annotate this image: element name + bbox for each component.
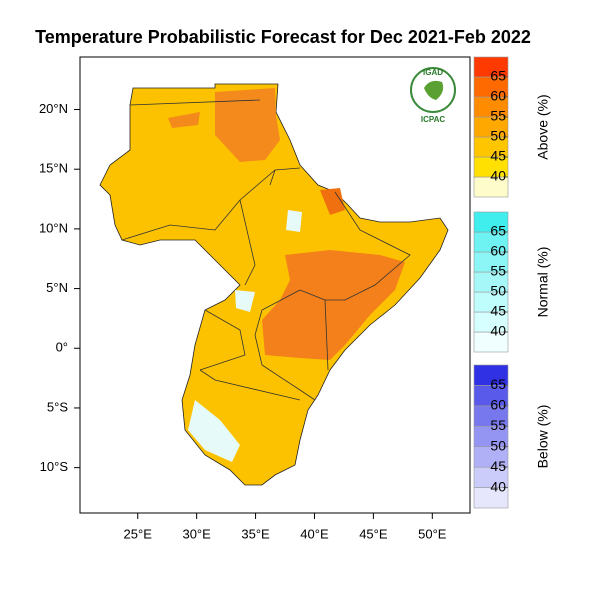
title: Temperature Probabilistic Forecast for D…	[35, 27, 531, 47]
legend-title: Below (%)	[535, 405, 551, 469]
warm-patch	[215, 88, 280, 162]
legend-tick-label: 65	[490, 68, 506, 84]
legend-tick-label: 45	[490, 148, 506, 164]
y-tick-label: 15°N	[39, 161, 68, 176]
y-tick-label: 10°N	[39, 220, 68, 235]
legend-tick-label: 60	[490, 88, 506, 104]
map-region	[99, 83, 449, 486]
logo-africa	[424, 80, 444, 100]
legend-tick-label: 45	[490, 303, 506, 319]
legend-tick-label: 50	[490, 437, 506, 453]
legend-tick-label: 55	[490, 108, 506, 124]
legend-title: Above (%)	[535, 94, 551, 159]
legend-tick-label: 50	[490, 283, 506, 299]
legend-swatch	[473, 211, 509, 233]
x-tick-label: 50°E	[418, 526, 447, 541]
logo-text: IGAD	[423, 68, 443, 77]
logo-text: ICPAC	[421, 115, 446, 124]
border	[121, 99, 411, 401]
x-tick-label: 40°E	[300, 526, 329, 541]
legend-tick-label: 55	[490, 417, 506, 433]
legend-title: Normal (%)	[535, 247, 551, 318]
y-tick-label: 5°N	[46, 280, 68, 295]
legend-tick-label: 50	[490, 128, 506, 144]
warm-patch	[168, 112, 200, 128]
legend-tick-label: 40	[490, 478, 506, 494]
y-tick-label: 0°	[56, 340, 68, 355]
cool-patch	[286, 210, 302, 232]
legend-tick-label: 45	[490, 458, 506, 474]
legend-tick-label: 40	[490, 168, 506, 184]
y-tick-label: 5°S	[47, 399, 68, 414]
logo: IGAD ICPAC	[410, 67, 456, 124]
y-tick-label: 20°N	[39, 101, 68, 116]
legend-tick-label: 60	[490, 243, 506, 259]
legend-tick-label: 65	[490, 376, 506, 392]
y-tick-label: 10°S	[40, 459, 69, 474]
legend-swatch	[473, 56, 509, 78]
x-tick-label: 45°E	[359, 526, 388, 541]
x-tick-label: 25°E	[124, 526, 153, 541]
legend-tick-label: 40	[490, 323, 506, 339]
legend-swatch	[473, 364, 509, 386]
legend-tick-label: 65	[490, 223, 506, 239]
warm-patch	[262, 250, 405, 360]
legend-tick-label: 60	[490, 397, 506, 413]
cool-patch	[235, 290, 255, 312]
x-tick-label: 30°E	[182, 526, 211, 541]
cool-patch	[188, 400, 240, 462]
warm-patch	[320, 188, 345, 215]
x-tick-label: 35°E	[241, 526, 270, 541]
legend-tick-label: 55	[490, 263, 506, 279]
